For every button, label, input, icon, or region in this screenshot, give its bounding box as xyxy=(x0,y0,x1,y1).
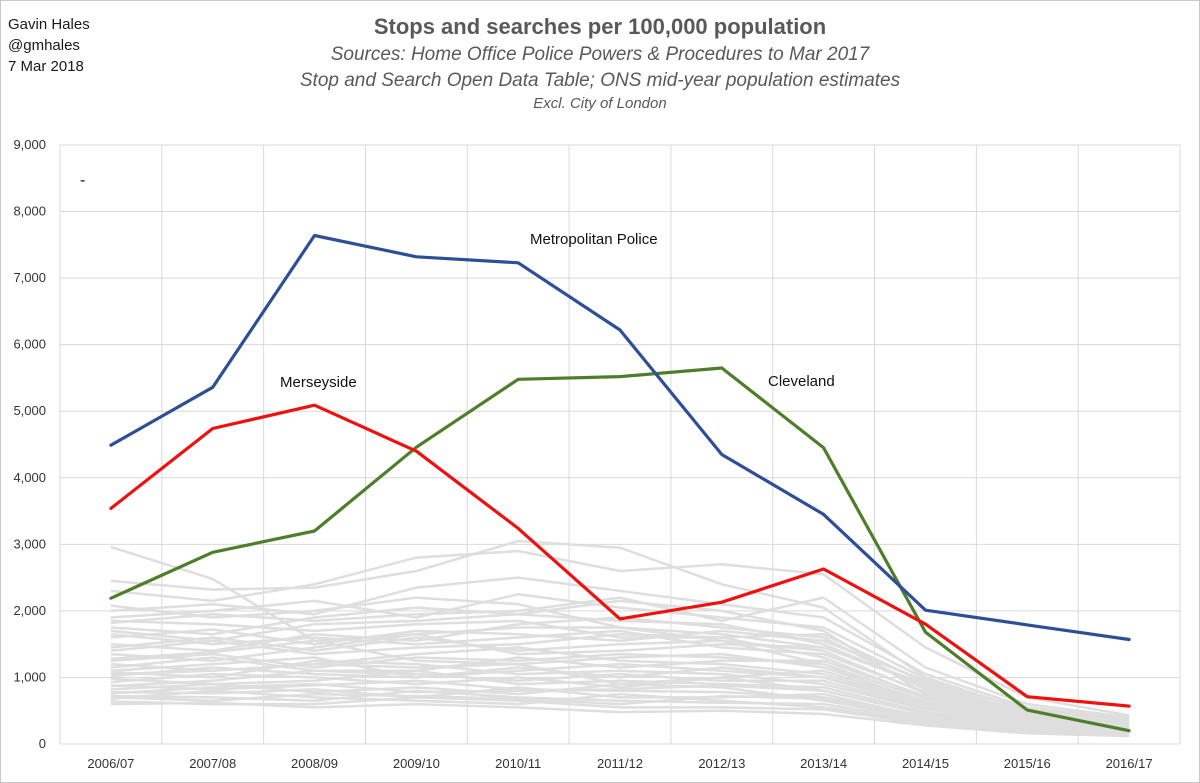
author-handle: @gmhales xyxy=(8,37,80,54)
series-label-layer: - Metropolitan Police Merseyside Cleveland xyxy=(80,172,835,391)
merseyside-series-line xyxy=(109,403,1131,708)
chart-title: Stops and searches per 100,000 populatio… xyxy=(373,14,827,39)
other-force-line xyxy=(110,606,1130,725)
author-name: Gavin Hales xyxy=(8,16,90,33)
plot-marker-text: - xyxy=(80,172,85,189)
other-force-line xyxy=(110,696,1130,737)
other-force-line xyxy=(110,576,1130,720)
x-tick-label: 2012/13 xyxy=(698,756,745,771)
chart-titles: Stops and searches per 100,000 populatio… xyxy=(200,12,1000,114)
y-tick-label: 9,000 xyxy=(13,137,46,152)
other-force-line xyxy=(110,669,1130,732)
chart-subtitle-line-2: Stop and Search Open Data Table; ONS mid… xyxy=(299,70,901,91)
metropolitan-series-label: Metropolitan Police xyxy=(530,231,658,248)
chart-subtitle-line-1: Sources: Home Office Police Powers & Pro… xyxy=(330,44,870,65)
other-force-line xyxy=(110,662,1130,730)
other-force-line xyxy=(110,593,1130,721)
other-force-line xyxy=(110,636,1130,726)
other-force-line xyxy=(110,549,1130,717)
author-date: 7 Mar 2018 xyxy=(8,58,84,75)
y-tick-label: 2,000 xyxy=(13,603,46,618)
x-tick-label: 2011/12 xyxy=(597,756,643,771)
y-tick-label: 8,000 xyxy=(13,204,46,219)
x-tick-label: 2015/16 xyxy=(1004,756,1051,771)
other-force-line xyxy=(110,629,1130,726)
x-tick-label: 2007/08 xyxy=(189,756,236,771)
x-tick-label: 2009/10 xyxy=(393,756,440,771)
metropolitan-series-line xyxy=(109,233,1131,642)
x-tick-label: 2013/14 xyxy=(800,756,847,771)
x-tick-label: 2006/07 xyxy=(87,756,134,771)
y-tick-label: 1,000 xyxy=(13,669,46,684)
x-tick-label: 2014/15 xyxy=(902,756,949,771)
other-force-line xyxy=(110,632,1130,724)
y-tick-label: 0 xyxy=(39,736,46,751)
x-tick-label: 2008/09 xyxy=(291,756,338,771)
y-tick-label: 7,000 xyxy=(13,270,46,285)
cleveland-series-line xyxy=(109,366,1131,733)
axis-layer: 0 1,000 2,000 3,000 4,000 5,000 6,000 7,000 8,00… xyxy=(13,137,1152,771)
other-force-line xyxy=(110,701,1130,738)
other-force-line xyxy=(110,692,1130,736)
other-force-line xyxy=(110,652,1130,728)
x-tick-label: 2016/17 xyxy=(1106,756,1153,771)
chart-note: Excl. City of London xyxy=(533,95,667,112)
other-force-line xyxy=(110,686,1130,734)
merseyside-series-label: Merseyside xyxy=(280,374,357,391)
y-tick-label: 4,000 xyxy=(13,470,46,485)
other-force-line xyxy=(110,682,1130,734)
y-tick-label: 3,000 xyxy=(13,536,46,551)
author-block: Gavin Hales @gmhales 7 Mar 2018 xyxy=(8,14,90,77)
y-tick-label: 5,000 xyxy=(13,403,46,418)
y-tick-label: 6,000 xyxy=(13,337,46,352)
other-force-line xyxy=(110,596,1130,719)
other-force-line xyxy=(110,619,1130,724)
highlighted-series-layer xyxy=(109,233,1131,733)
cleveland-series-label: Cleveland xyxy=(768,373,835,390)
x-tick-label: 2010/11 xyxy=(495,756,541,771)
